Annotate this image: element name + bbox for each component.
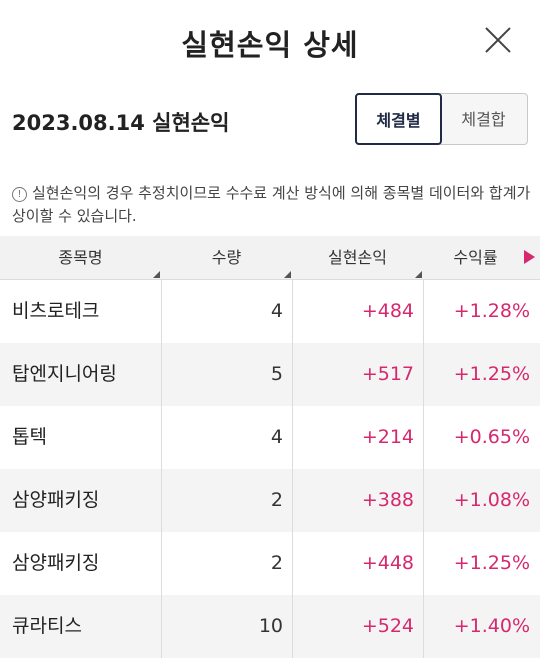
realized-pl: +517 [361,363,414,385]
quantity: 10 [258,615,283,637]
stock-name: 탑엔지니어링 [12,363,117,385]
table-body: 비츠로테크 4 +484 +1.28% 탑엔지니어링 5 +517 +1.25%… [0,280,540,658]
date-label: 2023.08.14 실현손익 [12,111,230,135]
column-header-label: 종목명 [58,248,103,267]
realized-pl: +214 [361,426,414,448]
table-header: 종목명 수량 실현손익 수익률 [0,236,540,280]
column-divider [423,280,424,658]
return-rate: +0.65% [453,426,530,448]
return-rate: +1.25% [453,363,530,385]
column-divider [292,280,293,658]
next-arrow-icon[interactable] [524,250,535,264]
quantity: 5 [270,363,283,385]
column-divider [161,280,162,658]
quantity: 4 [270,300,283,322]
return-rate: +1.25% [453,552,530,574]
notice: ! 실현손익의 경우 추정치이므로 수수료 계산 방식에 의해 종목별 데이터와 … [12,182,532,228]
return-rate: +1.40% [453,615,530,637]
column-header-pl[interactable]: 실현손익 [292,236,423,279]
subheader: 2023.08.14 실현손익 체결별 체결합 [0,92,540,152]
realized-pl: +524 [361,615,414,637]
close-icon[interactable] [482,24,514,56]
table-row[interactable]: 톱텍 4 +214 +0.65% [0,406,540,469]
column-header-rate[interactable]: 수익률 [423,236,540,279]
table-row[interactable]: 비츠로테크 4 +484 +1.28% [0,280,540,343]
realized-pl: +388 [361,489,414,511]
realized-pl: +448 [361,552,414,574]
return-rate: +1.28% [453,300,530,322]
sort-icon [415,271,422,278]
return-rate: +1.08% [453,489,530,511]
stock-name: 삼양패키징 [12,552,100,574]
sort-icon [153,271,160,278]
column-header-label: 수익률 [453,248,498,267]
quantity: 4 [270,426,283,448]
quantity: 2 [270,489,283,511]
realized-pl: +484 [361,300,414,322]
notice-text: 실현손익의 경우 추정치이므로 수수료 계산 방식에 의해 종목별 데이터와 합… [12,184,531,225]
stock-name: 비츠로테크 [12,300,100,322]
column-header-label: 수량 [211,248,242,267]
stock-name: 삼양패키징 [12,489,100,511]
table-row[interactable]: 탑엔지니어링 5 +517 +1.25% [0,343,540,406]
table-row[interactable]: 삼양패키징 2 +388 +1.08% [0,469,540,532]
table-row[interactable]: 큐라티스 10 +524 +1.40% [0,595,540,658]
by-sum-button[interactable]: 체결합 [440,93,528,145]
header: 실현손익 상세 [0,0,540,82]
stock-name: 톱텍 [12,426,47,448]
column-header-name[interactable]: 종목명 [0,236,161,279]
stock-name: 큐라티스 [12,615,82,637]
quantity: 2 [270,552,283,574]
table-row[interactable]: 삼양패키징 2 +448 +1.25% [0,532,540,595]
page-title: 실현손익 상세 [181,28,359,62]
sort-icon [284,271,291,278]
column-header-label: 실현손익 [328,248,387,267]
view-toggle: 체결별 체결합 [355,93,528,147]
by-trade-button[interactable]: 체결별 [355,93,442,145]
column-header-qty[interactable]: 수량 [161,236,292,279]
info-icon: ! [12,187,27,202]
